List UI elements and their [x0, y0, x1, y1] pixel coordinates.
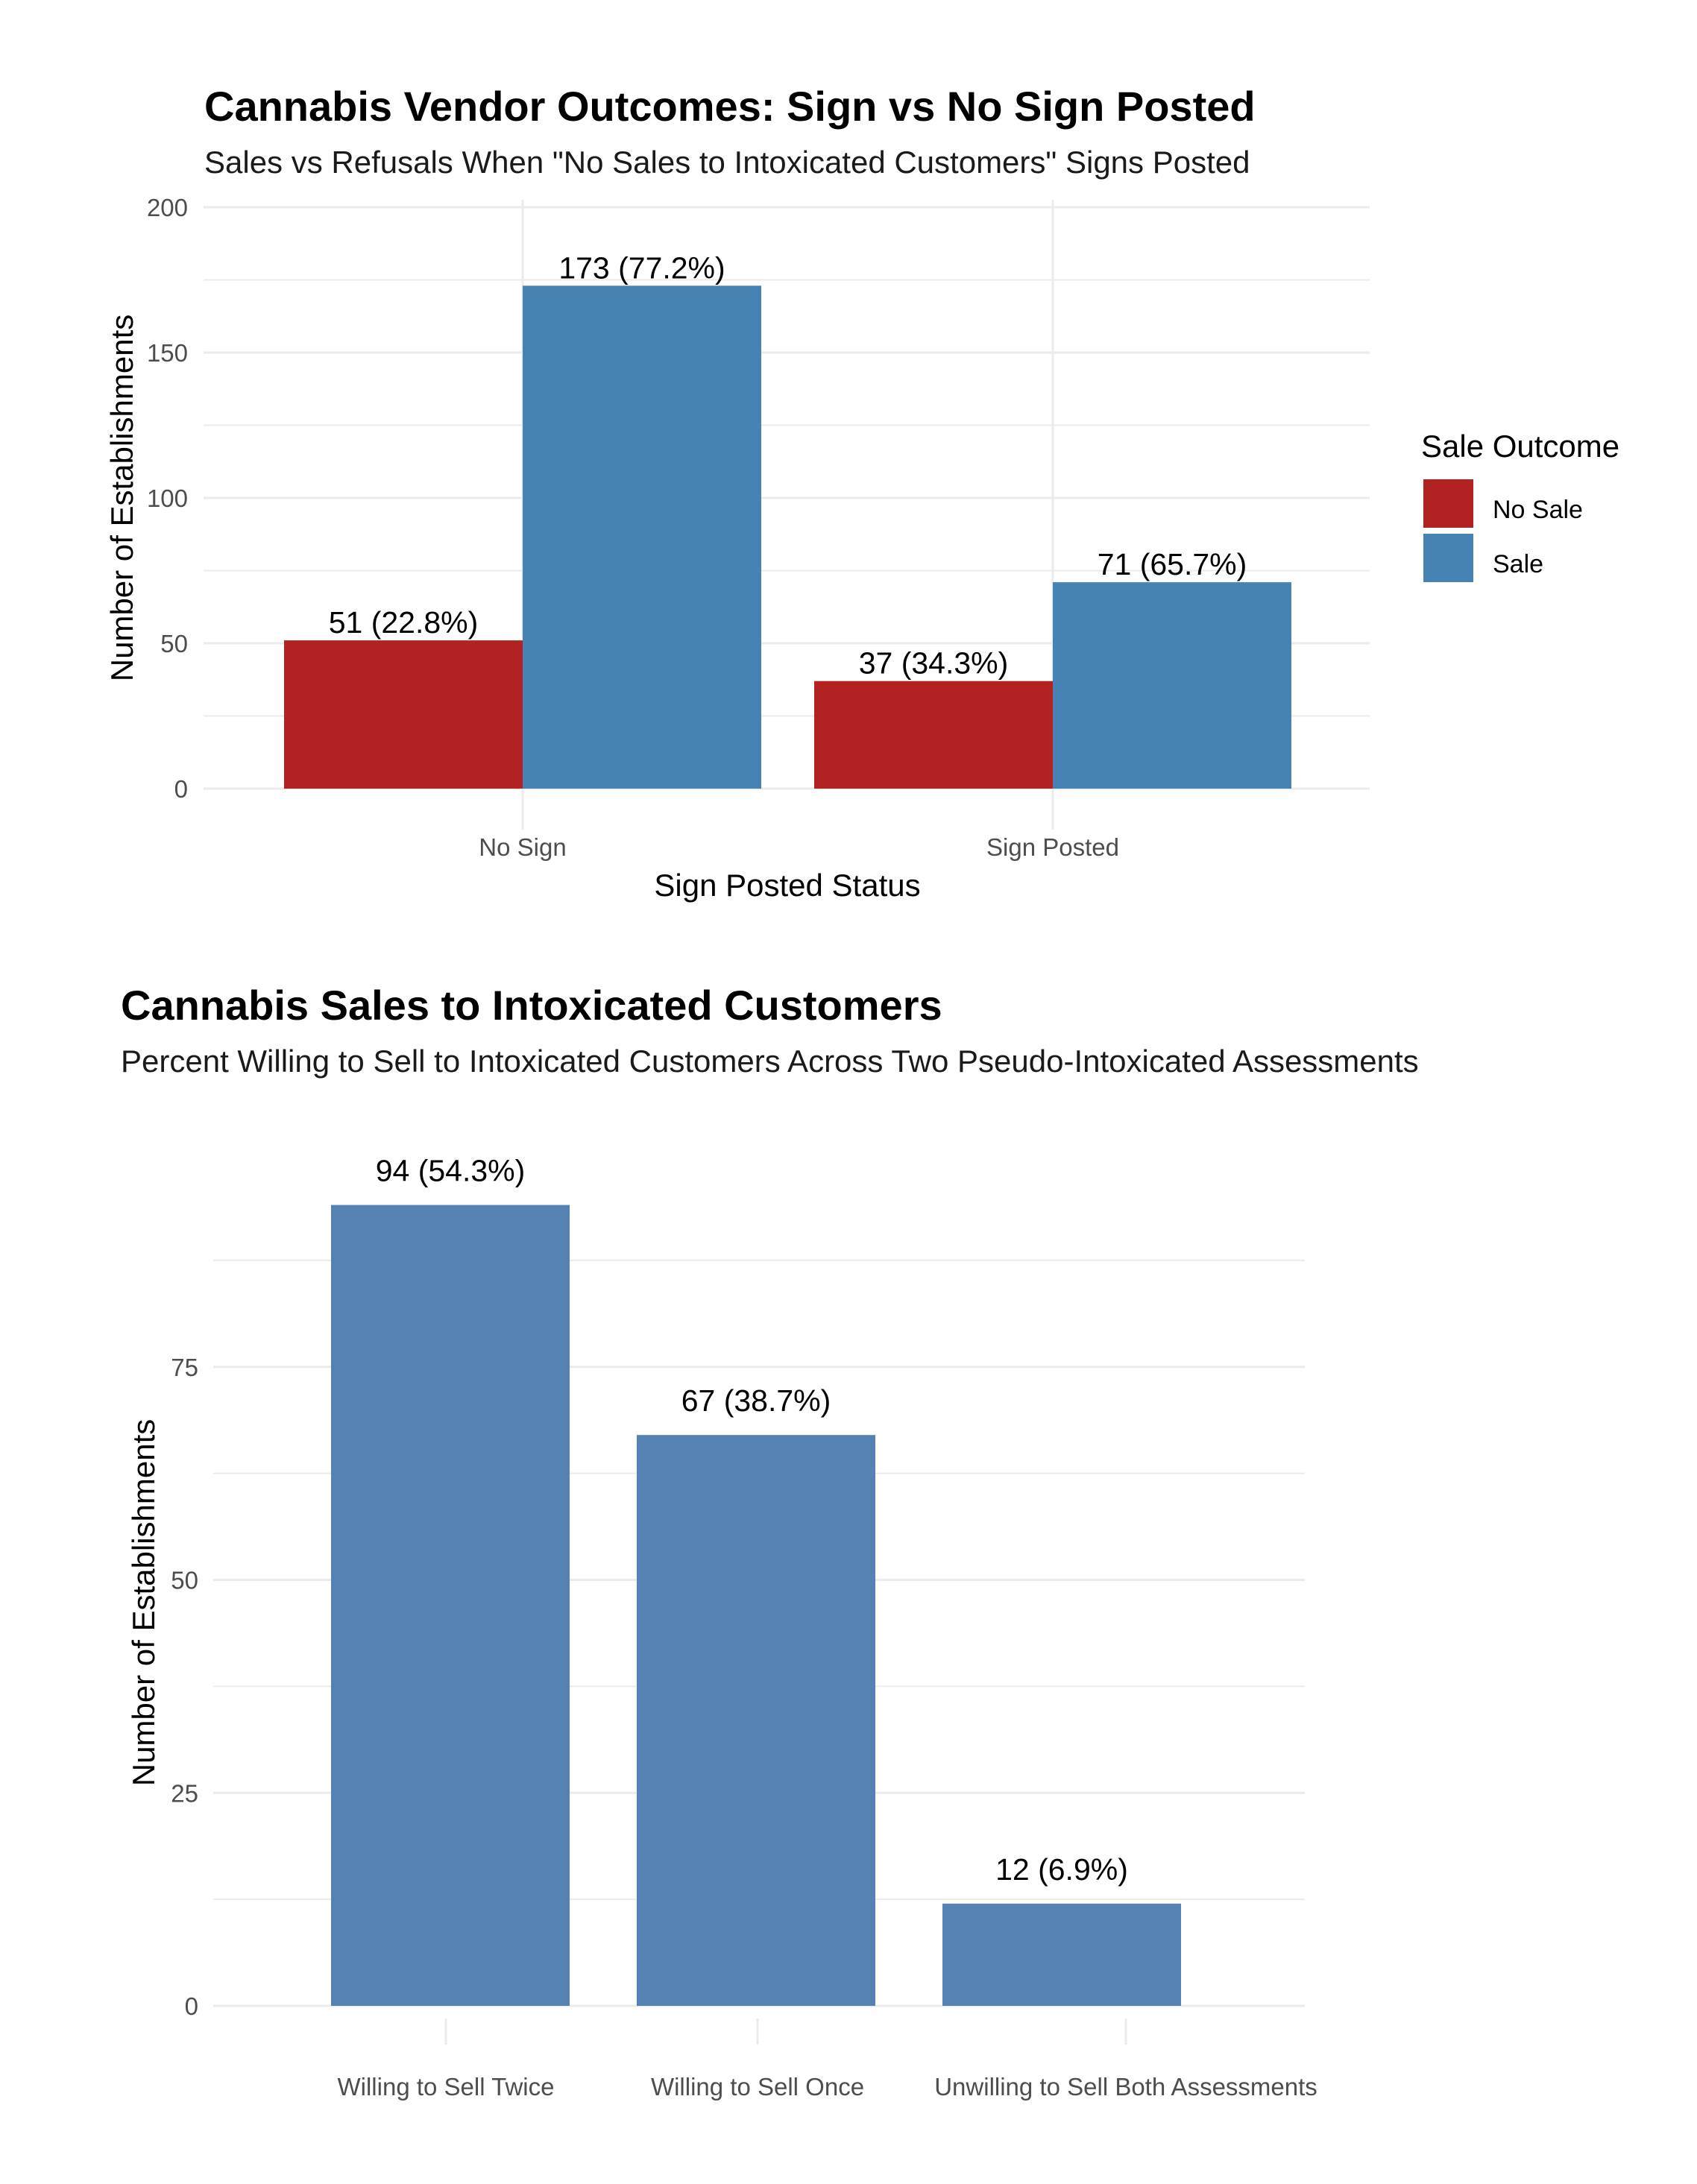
legend-key-sale	[1423, 534, 1473, 582]
bar-label-sign-posted-sale: 71 (65.7%)	[1098, 547, 1247, 581]
y-tick-label: 150	[147, 339, 188, 367]
bar-willing-to-sell-once	[637, 1435, 875, 2006]
bar-label-willing-to-sell-once: 67 (38.7%)	[681, 1383, 831, 1418]
bar-sign-posted-sale	[1053, 582, 1291, 789]
chart-sales-to-intoxicated: Cannabis Sales to Intoxicated Customers …	[121, 982, 1419, 2101]
chart1-y-ticks: 0 50 100 150 200	[147, 194, 188, 803]
y-tick-label: 50	[160, 630, 188, 657]
x-tick-label-willing-to-sell-twice: Willing to Sell Twice	[338, 2073, 555, 2101]
chart1-x-axis-title: Sign Posted Status	[654, 868, 920, 903]
y-tick-label: 100	[147, 485, 188, 512]
y-tick-label: 0	[185, 1992, 198, 2020]
bar-label-no-sign-no-sale: 51 (22.8%)	[329, 605, 479, 640]
bar-sign-posted-no-sale	[814, 681, 1053, 789]
chart-sign-vs-no-sign: Cannabis Vendor Outcomes: Sign vs No Sig…	[104, 83, 1619, 903]
legend-title: Sale Outcome	[1421, 429, 1619, 464]
y-tick-label: 50	[171, 1567, 198, 1594]
x-tick-label-unwilling-to-sell-both-assessments: Unwilling to Sell Both Assessments	[934, 2073, 1317, 2101]
chart2-x-ticks: Willing to Sell Twice Willing to Sell Onc…	[338, 2019, 1317, 2101]
chart2-y-axis-title: Number of Establishments	[126, 1419, 161, 1787]
bar-unwilling-to-sell-both-assessments	[942, 1903, 1181, 2006]
bar-willing-to-sell-twice	[331, 1205, 570, 2006]
chart1-subtitle: Sales vs Refusals When "No Sales to Into…	[204, 145, 1250, 180]
chart1-legend: Sale Outcome No Sale Sale	[1421, 429, 1619, 582]
chart1-bars	[284, 285, 1291, 789]
legend-label-no-sale: No Sale	[1493, 496, 1583, 524]
chart2-bar-labels: 94 (54.3%) 67 (38.7%) 12 (6.9%)	[376, 1154, 1128, 1887]
chart1-title: Cannabis Vendor Outcomes: Sign vs No Sig…	[204, 83, 1256, 130]
bar-label-sign-posted-no-sale: 37 (34.3%)	[859, 646, 1009, 681]
x-tick-label-no-sign: No Sign	[479, 833, 566, 861]
chart1-y-axis-title: Number of Establishments	[104, 315, 139, 682]
chart1-bar-labels: 51 (22.8%) 173 (77.2%) 37 (34.3%) 71 (65.7%…	[329, 250, 1247, 680]
legend-key-no-sale	[1423, 479, 1473, 528]
y-tick-label: 0	[174, 775, 188, 803]
chart2-bars	[331, 1205, 1181, 2006]
x-tick-label-sign-posted: Sign Posted	[986, 833, 1119, 861]
chart2-y-ticks: 0 25 50 75	[171, 1354, 198, 2020]
chart2-title: Cannabis Sales to Intoxicated Customers	[121, 982, 942, 1029]
bar-no-sign-sale	[523, 285, 761, 789]
bar-no-sign-no-sale	[284, 640, 523, 789]
chart2-subtitle: Percent Willing to Sell to Intoxicated C…	[121, 1044, 1419, 1079]
bar-label-unwilling-to-sell-both-assessments: 12 (6.9%)	[995, 1852, 1128, 1887]
y-tick-label: 75	[171, 1354, 198, 1381]
chart1-x-ticks: No Sign Sign Posted	[479, 833, 1119, 861]
y-tick-label: 200	[147, 194, 188, 221]
legend-label-sale: Sale	[1493, 550, 1543, 578]
bar-label-willing-to-sell-twice: 94 (54.3%)	[376, 1154, 526, 1188]
y-tick-label: 25	[171, 1779, 198, 1807]
bar-label-no-sign-sale: 173 (77.2%)	[558, 250, 725, 285]
x-tick-label-willing-to-sell-once: Willing to Sell Once	[651, 2073, 864, 2101]
